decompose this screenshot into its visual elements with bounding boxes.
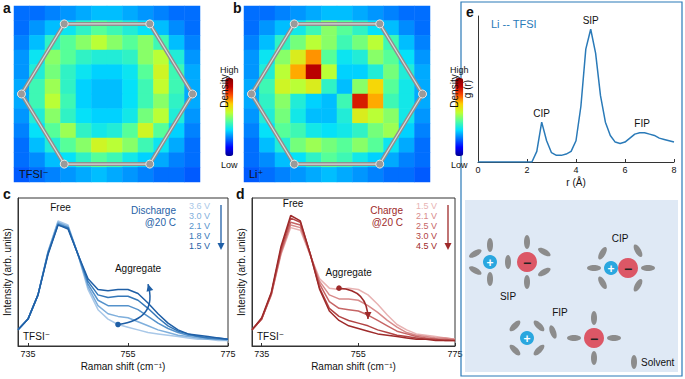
svg-text:TFSI⁻: TFSI⁻ [257, 331, 284, 342]
svg-text:High: High [450, 65, 469, 75]
svg-text:1.5 V: 1.5 V [416, 201, 437, 211]
svg-text:3.0 V: 3.0 V [416, 231, 437, 241]
svg-text:4.5 V: 4.5 V [416, 241, 437, 251]
svg-text:2: 2 [524, 165, 529, 175]
svg-text:Solvent: Solvent [641, 357, 675, 368]
svg-text:CIP: CIP [533, 108, 550, 119]
svg-text:Aggregate: Aggregate [326, 267, 373, 278]
svg-text:Charge: Charge [370, 205, 403, 216]
svg-text:FIP: FIP [552, 307, 568, 318]
svg-text:CIP: CIP [612, 233, 629, 244]
svg-text:−: − [523, 255, 531, 271]
svg-text:r (Å): r (Å) [566, 176, 585, 188]
svg-text:Discharge: Discharge [131, 205, 176, 216]
svg-text:Intensity (arb. units): Intensity (arb. units) [2, 228, 13, 316]
svg-text:Free: Free [283, 198, 304, 209]
svg-text:a: a [3, 0, 11, 16]
svg-text:Free: Free [50, 202, 71, 213]
svg-text:d: d [236, 186, 245, 202]
svg-text:Li -- TFSI: Li -- TFSI [491, 18, 537, 30]
svg-text:0: 0 [475, 165, 480, 175]
svg-text:b: b [233, 0, 242, 16]
svg-text:−: − [624, 261, 632, 277]
svg-text:Aggregate: Aggregate [115, 263, 162, 274]
svg-text:Raman shift (cm⁻¹): Raman shift (cm⁻¹) [311, 361, 396, 372]
svg-text:2.1 V: 2.1 V [416, 211, 437, 221]
svg-text:TFSI⁻: TFSI⁻ [19, 168, 49, 180]
svg-text:Low: Low [221, 160, 238, 170]
svg-text:FIP: FIP [634, 118, 650, 129]
svg-text:8: 8 [671, 165, 676, 175]
svg-text:775: 775 [447, 349, 462, 359]
svg-text:+: + [486, 256, 493, 270]
svg-text:c: c [3, 186, 11, 202]
svg-text:Density: Density [449, 74, 460, 107]
svg-text:Density: Density [219, 74, 230, 107]
svg-text:775: 775 [220, 349, 235, 359]
svg-text:755: 755 [351, 349, 366, 359]
svg-text:SIP: SIP [500, 291, 516, 302]
svg-text:Raman shift (cm⁻¹): Raman shift (cm⁻¹) [81, 361, 166, 372]
svg-text:4: 4 [573, 165, 578, 175]
svg-text:Intensity (arb. units): Intensity (arb. units) [236, 228, 247, 316]
svg-text:755: 755 [120, 349, 135, 359]
svg-text:e: e [466, 4, 474, 20]
svg-text:735: 735 [20, 349, 35, 359]
svg-text:Low: Low [451, 160, 468, 170]
svg-text:Li⁺: Li⁺ [249, 168, 264, 180]
svg-text:@20 C: @20 C [372, 217, 403, 228]
svg-text:+: + [607, 262, 614, 276]
svg-text:1.5 V: 1.5 V [189, 241, 210, 251]
svg-text:@20 C: @20 C [145, 217, 176, 228]
svg-text:−: − [590, 331, 598, 347]
svg-text:High: High [220, 65, 239, 75]
svg-text:TFSI⁻: TFSI⁻ [23, 331, 50, 342]
svg-text:3.0 V: 3.0 V [189, 211, 210, 221]
svg-text:1.8 V: 1.8 V [189, 231, 210, 241]
svg-text:3.6 V: 3.6 V [189, 201, 210, 211]
svg-text:2.5 V: 2.5 V [416, 221, 437, 231]
svg-text:735: 735 [254, 349, 269, 359]
svg-text:SIP: SIP [583, 15, 599, 26]
svg-text:g (r): g (r) [461, 79, 473, 99]
svg-text:2.1 V: 2.1 V [189, 221, 210, 231]
svg-text:+: + [523, 332, 530, 346]
svg-text:6: 6 [622, 165, 627, 175]
